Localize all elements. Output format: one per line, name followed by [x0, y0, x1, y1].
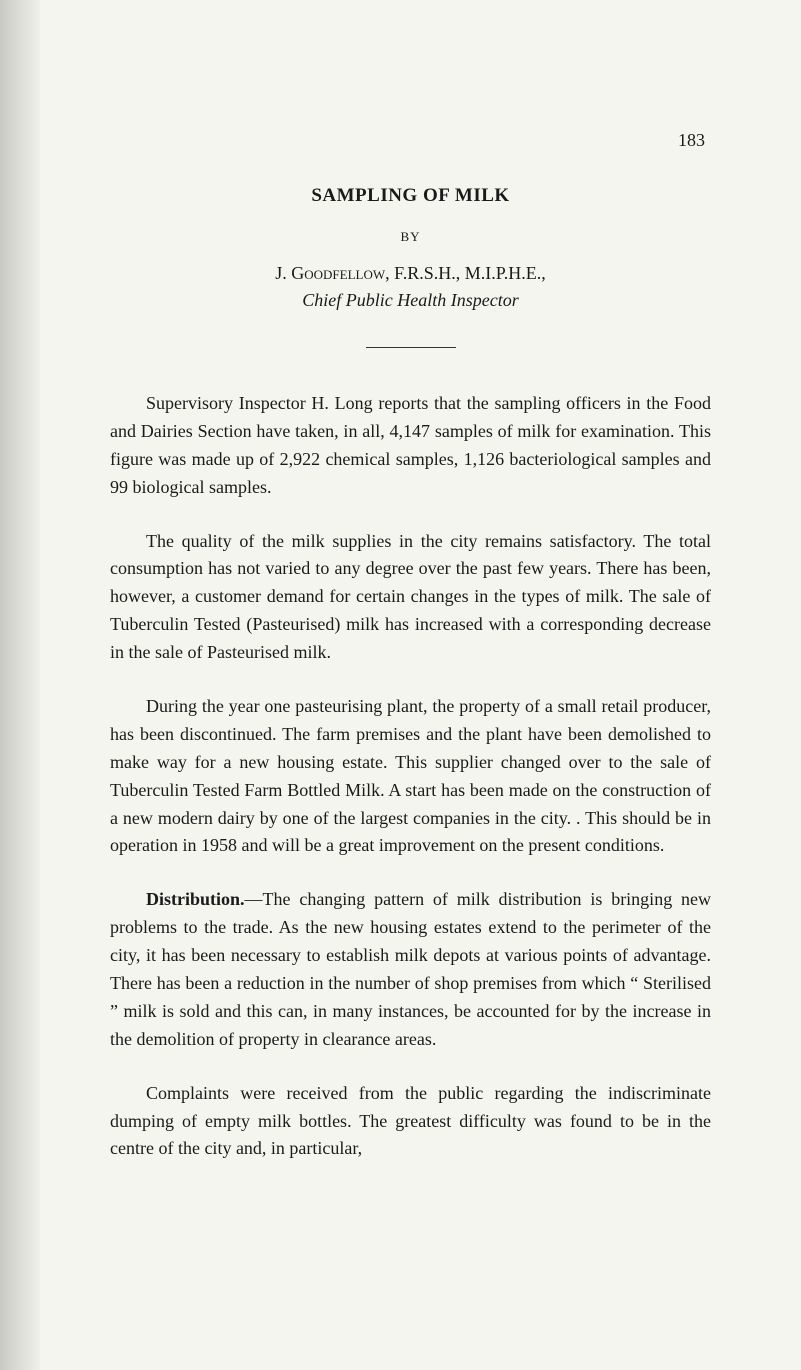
author-role: Chief Public Health Inspector	[110, 290, 711, 311]
author-name: J. Goodfellow, F.R.S.H., M.I.P.H.E.,	[110, 263, 711, 284]
paragraph-4-rest: —The changing pattern of milk distributi…	[110, 889, 711, 1048]
paragraph-3: During the year one pasteurising plant, …	[110, 693, 711, 860]
divider-rule	[366, 347, 456, 348]
article-title: SAMPLING OF MILK	[110, 185, 711, 207]
paragraph-4-runin: Distribution.	[146, 889, 245, 909]
paragraph-5: Complaints were received from the public…	[110, 1080, 711, 1164]
byline-label: BY	[110, 229, 711, 245]
page-number: 183	[110, 130, 711, 151]
page-content: 183 SAMPLING OF MILK BY J. Goodfellow, F…	[0, 0, 801, 1249]
paragraph-1: Supervisory Inspector H. Long reports th…	[110, 390, 711, 502]
paragraph-2: The quality of the milk supplies in the …	[110, 528, 711, 667]
paragraph-4: Distribution.—The changing pattern of mi…	[110, 886, 711, 1053]
